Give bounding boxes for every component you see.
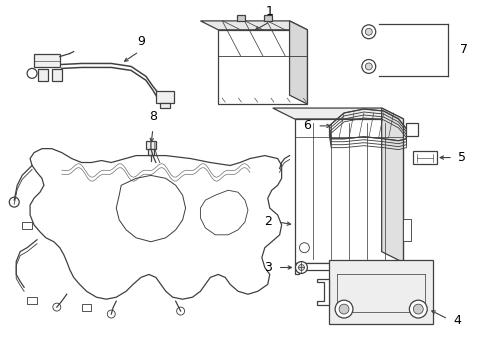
Circle shape — [298, 265, 304, 270]
FancyBboxPatch shape — [148, 149, 154, 154]
FancyBboxPatch shape — [27, 297, 37, 304]
Circle shape — [361, 25, 375, 39]
Text: 7: 7 — [459, 43, 467, 56]
Circle shape — [361, 59, 375, 73]
Circle shape — [334, 300, 352, 318]
Text: 5: 5 — [457, 151, 465, 164]
FancyBboxPatch shape — [38, 69, 48, 81]
Text: 1: 1 — [265, 5, 273, 18]
Circle shape — [338, 304, 348, 314]
FancyBboxPatch shape — [412, 150, 436, 165]
Polygon shape — [381, 108, 403, 262]
FancyBboxPatch shape — [264, 15, 271, 21]
Polygon shape — [406, 123, 417, 136]
FancyBboxPatch shape — [22, 222, 32, 229]
Text: 8: 8 — [148, 110, 157, 123]
Polygon shape — [294, 119, 403, 262]
Polygon shape — [272, 108, 403, 119]
Text: 2: 2 — [264, 215, 271, 229]
Circle shape — [295, 262, 307, 274]
FancyBboxPatch shape — [237, 15, 245, 21]
Polygon shape — [218, 30, 307, 104]
FancyBboxPatch shape — [81, 304, 91, 311]
Polygon shape — [200, 21, 307, 30]
Text: 3: 3 — [264, 261, 271, 274]
Circle shape — [27, 68, 37, 78]
Polygon shape — [317, 279, 328, 305]
Circle shape — [412, 304, 423, 314]
Text: 6: 6 — [303, 120, 311, 132]
Text: 4: 4 — [452, 315, 460, 328]
FancyBboxPatch shape — [328, 260, 432, 324]
Circle shape — [365, 63, 371, 70]
FancyBboxPatch shape — [34, 54, 60, 67]
Polygon shape — [294, 262, 403, 274]
FancyBboxPatch shape — [145, 141, 156, 149]
Circle shape — [365, 28, 371, 35]
Text: 9: 9 — [137, 35, 144, 48]
Polygon shape — [403, 220, 410, 241]
FancyBboxPatch shape — [156, 91, 173, 103]
FancyBboxPatch shape — [160, 103, 169, 108]
FancyBboxPatch shape — [52, 69, 61, 81]
Circle shape — [408, 300, 427, 318]
Polygon shape — [289, 21, 307, 104]
